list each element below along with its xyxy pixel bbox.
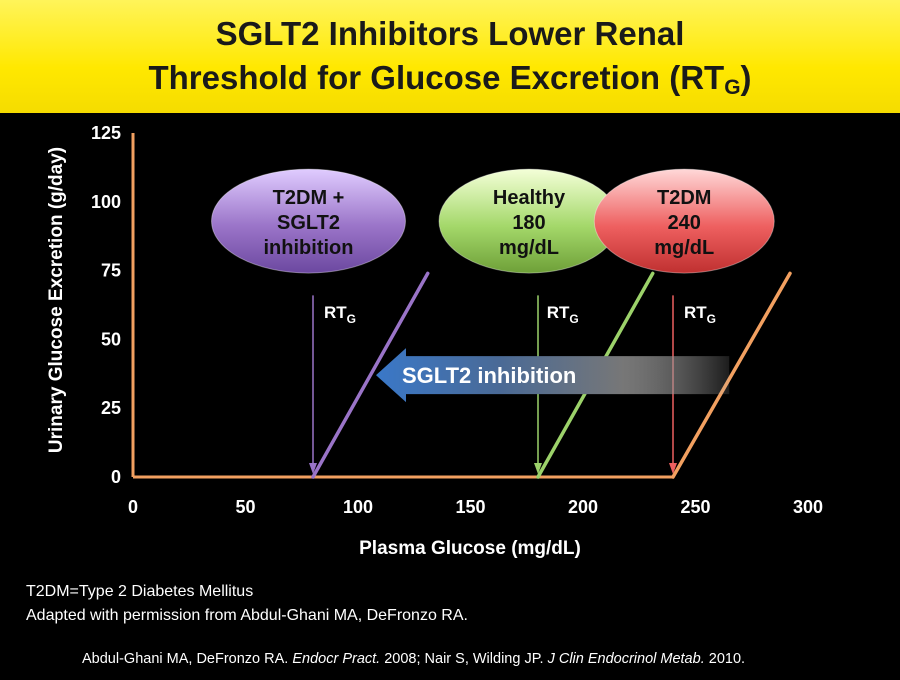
y-tick-label: 75 (101, 261, 121, 281)
rtg-subscript-0: G (347, 312, 356, 326)
x-tick-label: 300 (793, 497, 823, 517)
annotations: RTG RTG RTG (324, 303, 716, 326)
axes: 0 50 100 150 200 250 300 0 25 50 75 100 125 Plasma Gl… (46, 123, 823, 559)
bubble-label-1-1: 180 (512, 212, 545, 234)
bubble-2 (593, 168, 775, 274)
footnote-adapted: Adapted with permission from Abdul-Ghani… (26, 607, 468, 624)
x-tick-label: 150 (455, 497, 485, 517)
y-tick-label: 0 (111, 467, 121, 487)
ref-a-journal: Endocr Pract. (292, 651, 381, 667)
bubble-label-1-2: mg/dL (499, 237, 559, 259)
title-bar: SGLT2 Inhibitors Lower Renal Threshold f… (0, 0, 900, 113)
x-tick-label: 200 (568, 497, 598, 517)
inhibition-arrow (376, 348, 730, 403)
slide-title-line2: Threshold for Glucose Excretion (RTG) (0, 58, 900, 98)
threshold-pointer-head-1 (534, 463, 542, 474)
series-line-0 (311, 271, 430, 479)
ref-c: 2010. (704, 651, 746, 667)
slide-title-line1: SGLT2 Inhibitors Lower Renal (215, 15, 685, 52)
rtg-label-0: RTG (324, 303, 356, 326)
inhibition-arrow-label: SGLT2 inhibition (402, 363, 576, 388)
bubbles: T2DM + SGLT2 inhibition Healthy 180 mg/dL T2DM… (211, 168, 775, 274)
x-tick-label: 0 (128, 497, 138, 517)
bubble-label-1-0: Healthy (493, 187, 566, 209)
bubble-label-2-1: 240 (668, 212, 701, 234)
x-tick-label: 250 (680, 497, 710, 517)
threshold-pointer-head-0 (309, 463, 317, 474)
bubble-label-2-0: T2DM (657, 187, 711, 209)
y-tick-label: 25 (101, 398, 121, 418)
bubble-label-0-0: T2DM + (273, 187, 345, 209)
bubble-label-2-2: mg/dL (654, 237, 714, 259)
bubble-label-0-2: inhibition (264, 237, 354, 259)
inhibition-arrow-layer: SGLT2 inhibition (376, 348, 730, 403)
slide-title-line2-end: ) (740, 59, 752, 96)
y-tick-label: 125 (91, 123, 121, 143)
ref-b: 2008; Nair S, Wilding JP. (380, 651, 548, 667)
ref-a: Abdul-Ghani MA, DeFronzo RA. (82, 651, 293, 667)
bubble-0 (211, 168, 406, 274)
footnote-references: Abdul-Ghani MA, DeFronzo RA. Endocr Prac… (82, 651, 745, 667)
series-line-2 (671, 271, 792, 479)
chart: 0 50 100 150 200 250 300 0 25 50 75 100 125 Plasma Gl… (46, 123, 823, 559)
rtg-label-2: RTG (684, 303, 716, 326)
threshold-pointer-head-2 (669, 463, 677, 474)
rtg-label-1: RTG (547, 303, 579, 326)
slide-title-line2-main: Threshold for Glucose Excretion (RT (148, 59, 725, 96)
slide-title-subscript: G (724, 76, 741, 99)
x-axis-label: Plasma Glucose (mg/dL) (359, 538, 581, 559)
y-tick-label: 100 (91, 192, 121, 212)
ref-b-journal: J Clin Endocrinol Metab. (547, 651, 705, 667)
x-tick-label: 100 (343, 497, 373, 517)
y-tick-label: 50 (101, 329, 121, 349)
y-axis-label: Urinary Glucose Excretion (g/day) (46, 147, 67, 453)
rtg-subscript-1: G (569, 312, 578, 326)
bubble-label-0-1: SGLT2 (277, 212, 340, 234)
x-tick-label: 50 (235, 497, 255, 517)
footnote-abbreviation: T2DM=Type 2 Diabetes Mellitus (26, 583, 254, 600)
rtg-subscript-2: G (707, 312, 716, 326)
